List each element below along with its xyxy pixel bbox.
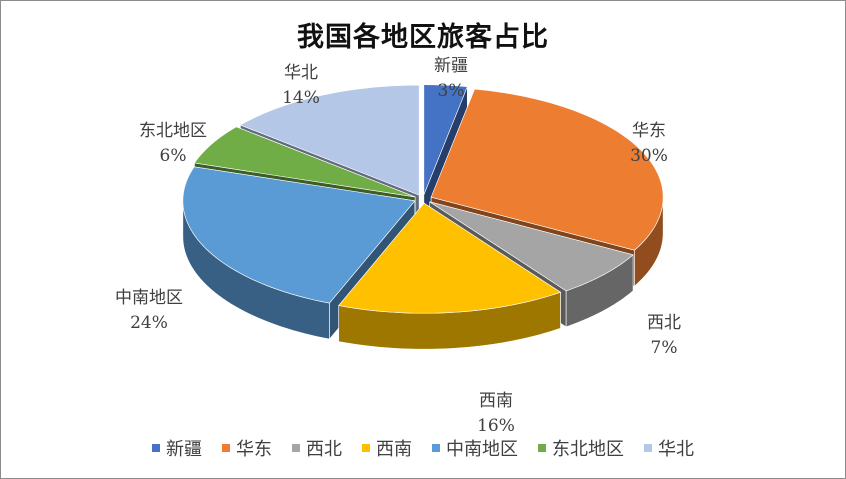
data-label-huabei: 华北 14% xyxy=(282,61,320,111)
legend-swatch xyxy=(538,444,546,452)
pie-slice-1 xyxy=(430,88,664,251)
data-label-xibei: 西北 7% xyxy=(647,311,681,361)
legend-item: 新疆 xyxy=(152,435,202,461)
legend-item: 华北 xyxy=(644,435,694,461)
legend-swatch xyxy=(292,444,300,452)
pie-slice-6 xyxy=(239,84,420,196)
chart-title: 我国各地区旅客占比 xyxy=(297,22,549,53)
legend-swatch xyxy=(362,444,370,452)
legend-item: 西北 xyxy=(292,435,342,461)
legend-swatch xyxy=(222,444,230,452)
data-label-dongbei: 东北地区 6% xyxy=(139,119,207,169)
data-label-value: 24% xyxy=(130,313,168,333)
pie-slice-4 xyxy=(182,166,416,304)
data-label-huadong: 华东 30% xyxy=(630,119,668,169)
legend-item: 华东 xyxy=(222,435,272,461)
legend-item: 中南地区 xyxy=(432,435,518,461)
pie-slice-2 xyxy=(429,201,634,292)
legend-swatch xyxy=(644,444,652,452)
data-label-value: 14% xyxy=(282,88,320,108)
legend-swatch xyxy=(152,444,160,452)
pie-slice-5 xyxy=(193,126,416,198)
data-label-value: 3% xyxy=(437,81,465,101)
legend-item: 西南 xyxy=(362,435,412,461)
data-label-xinan: 西南 16% xyxy=(477,389,515,439)
data-label-value: 16% xyxy=(477,416,515,436)
legend-swatch xyxy=(432,444,440,452)
data-label-zhongnan: 中南地区 24% xyxy=(115,286,183,336)
legend: 新疆 华东 西北 西南 中南地区 东北地区 华北 xyxy=(1,435,845,461)
legend-item: 东北地区 xyxy=(538,435,624,461)
pie-slice-0 xyxy=(423,84,468,195)
data-label-value: 6% xyxy=(159,146,187,166)
data-label-value: 30% xyxy=(630,146,668,166)
data-label-xinjiang: 新疆 3% xyxy=(434,54,468,104)
data-label-value: 7% xyxy=(650,338,678,358)
pie-slice-3 xyxy=(338,202,562,314)
